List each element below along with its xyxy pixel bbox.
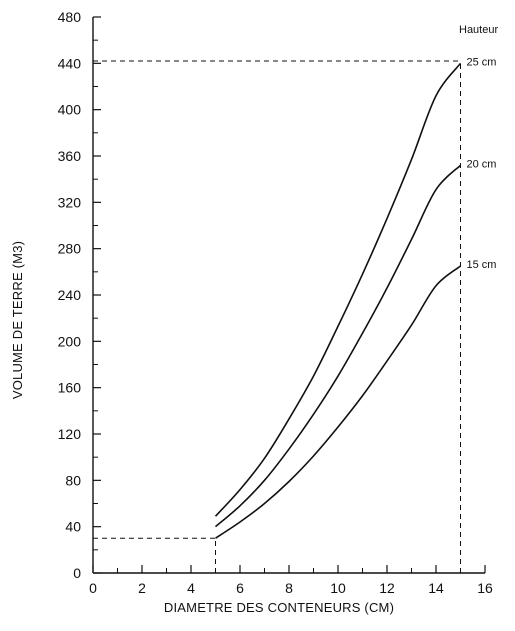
y-tick-label: 280	[58, 241, 82, 257]
x-tick-label: 2	[138, 580, 146, 596]
x-tick-label: 4	[187, 580, 195, 596]
y-tick-label: 240	[58, 287, 82, 303]
y-tick-label: 200	[58, 333, 82, 349]
series-label: 25 cm	[467, 56, 497, 68]
reference-lines	[93, 60, 461, 573]
y-tick-label: 440	[58, 55, 82, 71]
x-tick-label: 8	[285, 580, 293, 596]
x-tick-label: 14	[428, 580, 444, 596]
x-tick-label: 16	[477, 580, 493, 596]
x-tick-label: 12	[379, 580, 395, 596]
y-tick-label: 400	[58, 102, 82, 118]
series-line-1	[214, 164, 462, 528]
series-line-2	[215, 265, 462, 539]
y-tick-label: 40	[65, 519, 81, 535]
y-tick-label: 160	[58, 380, 82, 396]
labels-group: DIAMETRE DES CONTENEURS (CM) VOLUME DE T…	[10, 24, 498, 615]
x-axis-title: DIAMETRE DES CONTENEURS (CM)	[164, 600, 394, 615]
y-tick-label: 320	[58, 194, 82, 210]
y-tick-label: 480	[58, 9, 82, 25]
x-tick-label: 0	[89, 580, 97, 596]
y-tick-label: 0	[73, 565, 81, 581]
y-tick-label: 120	[58, 426, 82, 442]
y-tick-label: 360	[58, 148, 82, 164]
legend-title: Hauteur	[459, 24, 498, 36]
series-label: 20 cm	[467, 158, 497, 170]
axes: 0 40 80 120 160 200 240 280 320 360 400 440 480 0 2 4 6 8…	[58, 9, 493, 596]
y-tick-label: 80	[65, 472, 81, 488]
x-tick-label: 6	[236, 580, 244, 596]
y-axis-title: VOLUME DE TERRE (M3)	[10, 241, 25, 399]
series-label: 15 cm	[467, 259, 497, 271]
series-line-0	[214, 62, 462, 517]
x-tick-label: 10	[330, 580, 346, 596]
series-group: 25 cm 20 cm 15 cm	[214, 56, 497, 539]
